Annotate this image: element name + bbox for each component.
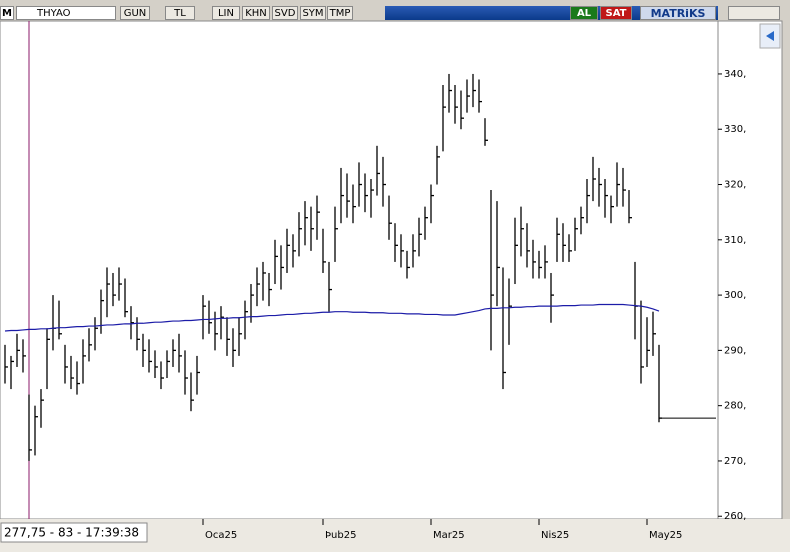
y-tick-label: 260,: [724, 511, 746, 522]
toolbar-button[interactable]: TMP: [327, 6, 353, 20]
plot-area: [0, 20, 719, 520]
window-buttons[interactable]: [728, 6, 780, 20]
y-tick-label: 300,: [724, 290, 746, 301]
x-tick-label: Nis25: [541, 530, 569, 541]
moving-average: [4, 303, 660, 332]
toolbar-button[interactable]: LIN: [212, 6, 240, 20]
buy-button[interactable]: AL: [570, 6, 598, 20]
y-tick-label: 340,: [724, 69, 746, 80]
status-box: [0, 522, 148, 543]
toolbar-button[interactable]: SYM: [300, 6, 326, 20]
toolbar-button[interactable]: SVD: [272, 6, 298, 20]
y-tick-label: 310,: [724, 235, 746, 246]
x-tick-label: Oca25: [205, 530, 237, 541]
y-tick-label: 280,: [724, 401, 746, 412]
title-bar: [385, 6, 718, 20]
toolbar-button[interactable]: GUN: [120, 6, 150, 20]
sell-button[interactable]: SAT: [600, 6, 632, 20]
x-tick-label: Þub25: [325, 530, 356, 541]
toolbar-button[interactable]: KHN: [242, 6, 270, 20]
toolbar: M THYAO GUN TL LIN KHN SVD SYM TMP AL SAT MATR…: [0, 0, 790, 21]
y-axis-panel: [717, 20, 783, 520]
toolbar-button[interactable]: TL: [165, 6, 195, 20]
y-tick-label: 320,: [724, 180, 746, 191]
arrow-icon: [766, 31, 774, 41]
status-text: 277,75 - 83 - 17:39:38: [4, 526, 139, 540]
x-tick-label: May25: [649, 530, 682, 541]
logo[interactable]: M: [0, 6, 14, 20]
y-tick-label: 330,: [724, 124, 746, 135]
y-tick-label: 270,: [724, 456, 746, 467]
brand: MATRiKS: [640, 6, 716, 20]
y-tick-label: 290,: [724, 345, 746, 356]
symbol[interactable]: THYAO: [16, 6, 116, 20]
x-tick-label: Mar25: [433, 530, 465, 541]
